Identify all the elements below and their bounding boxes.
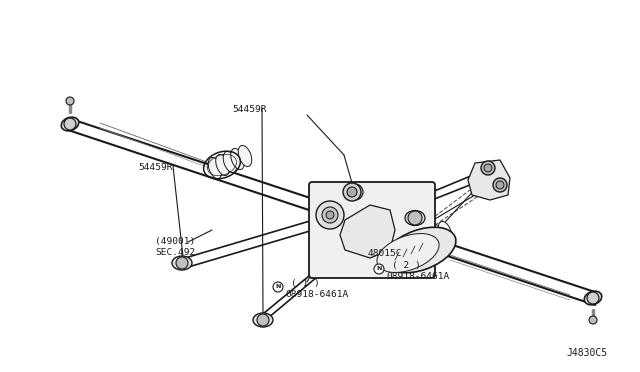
Circle shape [589, 316, 597, 324]
Ellipse shape [405, 211, 425, 225]
Polygon shape [468, 160, 510, 200]
Text: ( 2 ): ( 2 ) [392, 261, 420, 270]
Ellipse shape [377, 234, 439, 272]
Circle shape [481, 161, 495, 175]
Circle shape [64, 118, 76, 130]
Ellipse shape [223, 151, 237, 173]
Ellipse shape [431, 224, 444, 246]
Text: J4830C5: J4830C5 [567, 348, 608, 358]
Circle shape [273, 282, 283, 292]
Ellipse shape [253, 313, 273, 327]
Text: 08918-6461A: 08918-6461A [386, 272, 449, 281]
Circle shape [257, 314, 269, 326]
Text: N: N [275, 285, 281, 289]
Circle shape [326, 211, 334, 219]
Circle shape [66, 97, 74, 105]
Text: (49001): (49001) [155, 237, 195, 246]
Text: N: N [376, 266, 381, 272]
Ellipse shape [238, 145, 252, 167]
Text: ( 1 ): ( 1 ) [291, 279, 320, 288]
Circle shape [347, 184, 363, 200]
Ellipse shape [384, 227, 456, 273]
Ellipse shape [584, 291, 602, 305]
Circle shape [322, 207, 338, 223]
Text: 54459R: 54459R [138, 163, 173, 172]
Circle shape [587, 292, 599, 304]
Ellipse shape [216, 154, 229, 176]
Circle shape [343, 183, 361, 201]
Circle shape [347, 187, 357, 197]
Ellipse shape [231, 148, 244, 170]
Circle shape [351, 188, 359, 196]
Ellipse shape [438, 221, 452, 243]
Circle shape [484, 164, 492, 172]
Circle shape [316, 201, 344, 229]
Ellipse shape [408, 234, 422, 254]
Text: SEC.492: SEC.492 [155, 248, 195, 257]
Circle shape [408, 211, 422, 225]
Circle shape [493, 178, 507, 192]
Text: 08918-6461A: 08918-6461A [285, 290, 348, 299]
Circle shape [374, 264, 384, 274]
Ellipse shape [61, 117, 79, 131]
Text: 48015C: 48015C [368, 249, 403, 258]
Ellipse shape [416, 231, 429, 251]
Text: 54459R: 54459R [232, 105, 266, 114]
Ellipse shape [208, 157, 222, 179]
Circle shape [496, 181, 504, 189]
Ellipse shape [172, 256, 192, 270]
Polygon shape [340, 205, 395, 258]
FancyBboxPatch shape [309, 182, 435, 278]
Ellipse shape [423, 227, 436, 248]
Circle shape [176, 257, 188, 269]
